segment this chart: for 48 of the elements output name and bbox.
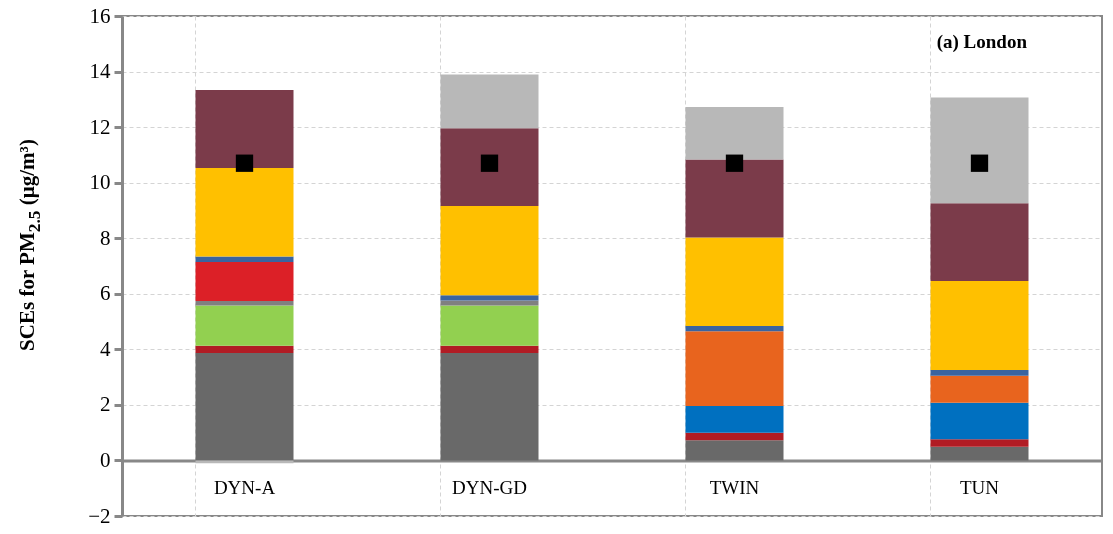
bar	[195, 167, 294, 257]
bar	[195, 345, 294, 353]
y-tick-label: 4	[100, 336, 111, 361]
y-tick-label: 2	[100, 392, 111, 417]
bar	[685, 440, 784, 461]
bar	[685, 326, 784, 332]
bar	[685, 432, 784, 441]
bar	[195, 89, 294, 168]
x-tick-label: DYN-GD	[452, 476, 527, 498]
bar	[685, 331, 784, 406]
x-tick-label: TUN	[959, 476, 1000, 498]
annotation: (a) London	[936, 31, 1028, 53]
bar	[440, 352, 539, 461]
bar	[930, 439, 1029, 447]
y-tick-label: 12	[89, 114, 111, 139]
bar	[930, 402, 1029, 440]
bar	[930, 203, 1029, 281]
bar	[440, 300, 539, 306]
bar	[195, 262, 294, 301]
y-tick-label: 16	[89, 3, 111, 28]
x-tick-label: TWIN	[709, 476, 760, 498]
bar	[685, 107, 784, 160]
bar	[195, 460, 294, 464]
bar	[685, 406, 784, 433]
bar	[440, 74, 539, 129]
y-tick-label: −2	[88, 503, 111, 528]
bar	[930, 369, 1029, 376]
bar	[440, 295, 539, 301]
y-tick-label: 8	[100, 225, 111, 250]
bar	[195, 352, 294, 461]
y-tick-label: 14	[89, 59, 111, 84]
bar	[930, 446, 1029, 461]
bar	[440, 345, 539, 353]
bar	[195, 256, 294, 263]
bar	[685, 237, 784, 326]
x-tick-label: DYN-A	[213, 476, 276, 498]
bar	[930, 97, 1029, 204]
bar	[195, 301, 294, 306]
bar	[440, 206, 539, 296]
bar	[195, 305, 294, 346]
bar	[930, 375, 1029, 403]
bar	[440, 305, 539, 346]
y-tick-label: 0	[100, 447, 111, 472]
bar	[440, 128, 539, 206]
bar	[930, 281, 1029, 370]
y-tick-label: 10	[89, 170, 111, 195]
y-tick-label: 6	[100, 281, 111, 306]
bar	[685, 159, 784, 238]
